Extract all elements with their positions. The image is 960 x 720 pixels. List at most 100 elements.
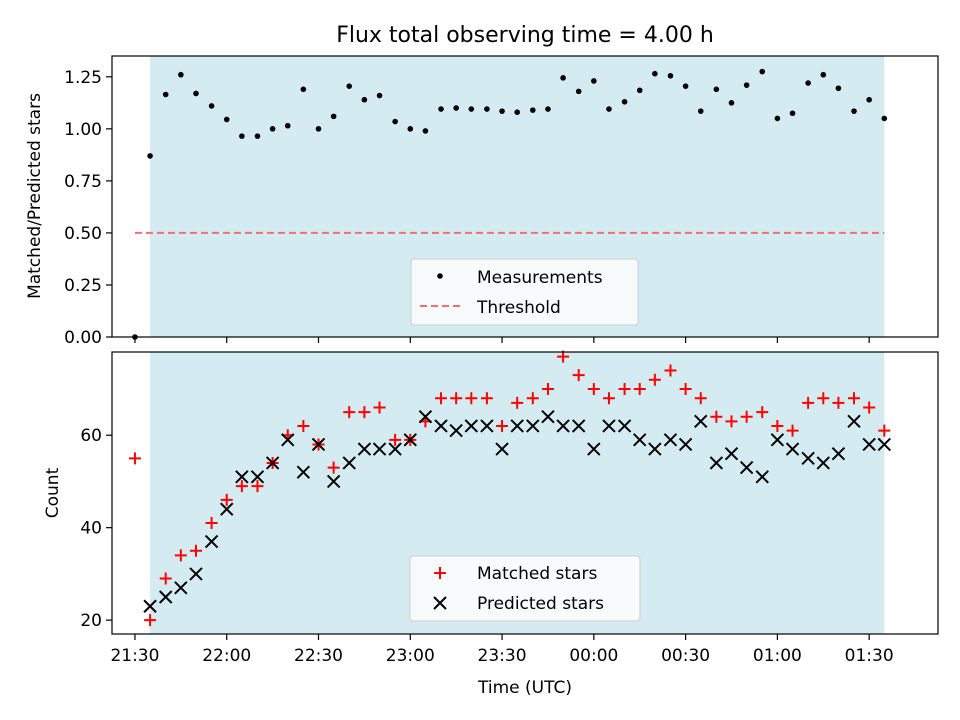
measurement-point [269,126,276,132]
measurement-point [514,109,520,115]
measurement-point [575,88,582,95]
predicted-star-point [158,590,173,604]
matched-star-point [740,410,753,423]
measurement-point [759,68,766,75]
count-x-tick-label: 22:00 [202,646,251,666]
matched-star-point [648,373,661,386]
measurement-point [713,86,720,93]
matched-star-point [511,396,524,409]
predicted-star-point [372,442,387,456]
predicted-star-point [770,433,785,447]
count-legend-box [409,555,641,622]
measurement-point [667,72,674,79]
predicted-star-point [801,451,815,466]
measurement-point [820,71,827,78]
predicted-star-point [265,456,280,470]
predicted-star-point [877,437,892,452]
matched-star-point [878,424,891,437]
figure-title: Flux total observing time = 4.00 h [336,23,714,48]
count-y-tick-label: 20 [80,611,102,631]
measurement-point [545,106,551,112]
predicted-star-point [648,442,662,456]
predicted-star-point [587,442,601,456]
ratio-y-tick-label: 0.25 [64,276,102,296]
legend-predicted-marker [433,596,447,610]
count-x-tick-label: 01:30 [845,646,894,666]
predicted-star-point [602,419,616,433]
predicted-star-point [480,419,494,433]
measurement-point [728,100,735,106]
legend-matched-marker [434,567,446,579]
predicted-star-point [617,419,632,433]
matched-star-point [235,480,248,493]
matched-star-point [664,364,677,377]
ratio-y-tick-label: 0.50 [64,224,102,244]
count-x-tick-label: 01:00 [753,646,802,666]
measurement-point [223,116,230,123]
count-x-tick-label: 22:30 [294,646,343,666]
predicted-star-point [510,419,524,433]
matched-star-point [450,392,463,405]
count-axes-frame [111,351,939,635]
predicted-star-point [326,474,341,489]
measurement-point [330,113,337,120]
predicted-star-point [281,433,295,447]
predicted-star-point [678,437,693,452]
measurement-point [422,128,429,134]
measurement-point [254,133,261,139]
predicted-star-point [663,433,678,447]
matched-star-point [389,433,402,446]
measurement-point [743,82,750,88]
predicted-star-point [556,419,570,433]
ratio-y-tick-label: 0.00 [64,328,102,348]
measurement-point [636,87,643,94]
measurement-point [315,126,322,132]
matched-star-point [327,461,340,474]
predicted-star-point [235,470,249,484]
predicted-star-point [189,567,203,581]
measurement-point [866,96,872,103]
matched-star-point [587,382,600,395]
matched-star-point [863,401,876,414]
matched-star-point [618,382,631,395]
ratio-legend-box [410,258,639,326]
matched-star-point [572,369,585,382]
measurement-point [178,71,184,78]
ratio-y-tick-label: 1.00 [64,120,102,140]
predicted-star-point [541,410,555,424]
predicted-star-point [449,423,463,438]
count-x-tick-label: 00:30 [661,646,710,666]
measurement-point [682,83,689,89]
predicted-star-point [724,446,739,461]
measurement-point [147,153,153,159]
count-x-tick-label: 21:30 [110,646,159,666]
measurement-point [193,90,199,97]
predicted-star-point [571,419,586,433]
predicted-star-point [709,456,724,470]
ratio-y-axis-label: Matched/Predicted stars [25,93,45,299]
predicted-star-point [495,442,509,456]
predicted-star-point [174,581,188,595]
measurement-point [453,105,459,111]
predicted-star-point [143,599,157,613]
measurement-point [208,103,215,109]
matched-star-point [144,614,157,627]
ratio-legend: Measurements Threshold [410,258,639,326]
predicted-star-point [357,442,372,456]
predicted-star-point [342,456,356,470]
measurement-point [407,126,414,132]
matched-star-point [541,382,554,395]
matched-star-point [602,392,615,405]
matched-star-point [786,424,799,437]
legend-threshold-label: Threshold [476,298,561,318]
matched-star-point [343,406,356,419]
measurement-point [530,107,536,113]
predicted-star-point [418,410,433,424]
matched-star-point [557,350,570,363]
measurement-point [621,98,628,105]
matched-star-point [373,401,386,414]
matched-star-point [756,406,769,419]
matched-star-point [694,392,707,405]
measurement-point [881,115,888,122]
